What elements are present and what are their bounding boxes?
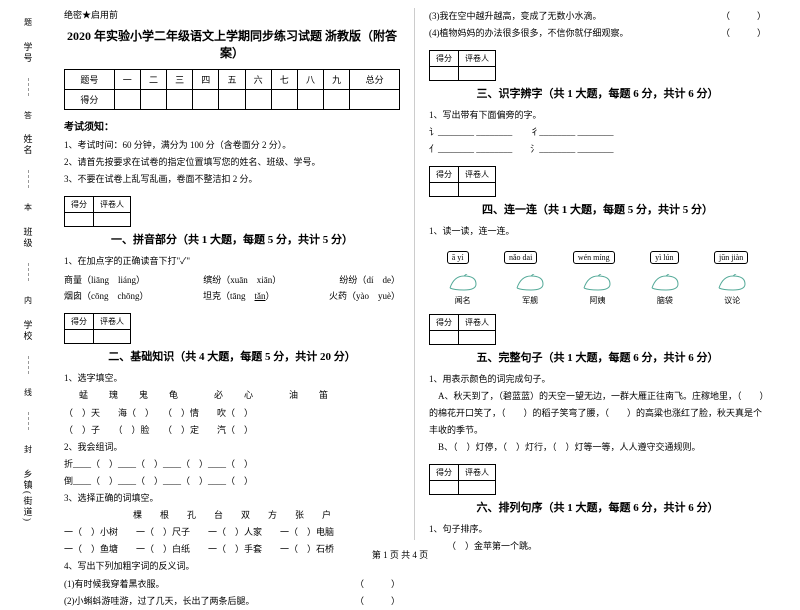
side-mark: 答 [24, 110, 32, 121]
leaf-icon [515, 274, 545, 292]
grader-box: 得分评卷人 [64, 196, 131, 227]
q6: 1、句子排序。 [429, 521, 766, 538]
side-mark: 本 [24, 202, 32, 213]
exam-notice: 3、不要在试卷上乱写乱画，卷面不整洁扣 2 分。 [64, 171, 400, 188]
side-label-xingming: 姓名 [22, 134, 35, 156]
pinyin-box: yì lún [650, 251, 678, 264]
exam-notice: 2、请首先按要求在试卷的指定位置填写您的姓名、班级、学号。 [64, 154, 400, 171]
section-3-title: 三、识字辨字（共 1 大题，每题 6 分，共计 6 分） [429, 85, 766, 101]
side-label-xuehao: 学号 [22, 42, 35, 64]
q4: 1、读一读，连一连。 [429, 223, 766, 240]
side-label-xiangzhen: 乡镇(街道) [22, 469, 35, 523]
q2-row: 一（ ）小树 一（ ）尺子 一（ ）人家 一（ ）电脑 [64, 524, 400, 541]
score-header: 二 [140, 70, 166, 90]
q2-row: （ ）天 海（ ） （ ）情 吹（ ） [64, 405, 400, 422]
side-label-banji: 班级 [22, 227, 35, 249]
score-table: 题号 一 二 三 四 五 六 七 八 九 总分 得分 [64, 69, 400, 110]
score-header: 四 [193, 70, 219, 90]
side-line [28, 263, 29, 281]
score-header: 题号 [65, 70, 115, 90]
leaf-icon [448, 274, 478, 292]
pinyin-box: ā yí [447, 251, 469, 264]
leaf-icon [650, 274, 680, 292]
section-4-title: 四、连一连（共 1 大题，每题 5 分，共计 5 分） [429, 201, 766, 217]
q3-row: 讠________ ________ 彳________ ________ [429, 124, 766, 141]
section-1-title: 一、拼音部分（共 1 大题，每题 5 分，共计 5 分） [64, 231, 400, 247]
q3: 1、写出带有下面偏旁的字。 [429, 107, 766, 124]
score-header: 九 [324, 70, 350, 90]
q2-3: 3、选择正确的词填空。 [64, 490, 400, 507]
side-mark: 线 [24, 387, 32, 398]
pinyin-box: jūn jiàn [714, 251, 748, 264]
q2-row: 倒____（ ）____（ ）____（ ）____（ ） [64, 473, 400, 490]
q2-4-row: (2)小蝌蚪游哇游，过了几天，长出了两条后腿。 [64, 593, 255, 610]
side-label-xuexiao: 学校 [22, 320, 35, 342]
q5: 1、用表示颜色的词完成句子。 [429, 371, 766, 388]
leaf-word: 阿姨 [582, 295, 612, 306]
q5-a: A、秋天到了，（碧蓝蓝）的天空一望无边，一群大雁正往南飞。庄稼地里，（ ）的棉花… [429, 388, 766, 439]
exam-notice-title: 考试须知： [64, 118, 400, 133]
right-top-line: (3)我在空中越升越高，变成了无数小水滴。 [429, 8, 602, 25]
score-header: 五 [219, 70, 245, 90]
side-mark: 内 [24, 295, 32, 306]
q2-2: 2、我会组词。 [64, 439, 400, 456]
leaf-word: 议论 [717, 295, 747, 306]
leaf-icon [717, 274, 747, 292]
section-2-title: 二、基础知识（共 4 大题，每题 5 分，共计 20 分） [64, 348, 400, 364]
score-header: 总分 [350, 70, 400, 90]
grader-box: 得分评卷人 [429, 50, 496, 81]
question-1: 1、在加点字的正确读音下打"✓" [64, 253, 400, 270]
exam-notice: 1、考试时间：60 分钟，满分为 100 分（含卷面分 2 分）。 [64, 137, 400, 154]
q5-b: B、（ ）灯停，（ ）灯行，（ ）灯等一等，人人遵守交通规则。 [429, 439, 766, 456]
q2-1: 1、选字填空。 [64, 370, 400, 387]
q3-row: 亻________ ________ 氵________ ________ [429, 141, 766, 158]
section-5-title: 五、完整句子（共 1 大题，每题 6 分，共计 6 分） [429, 349, 766, 365]
score-header: 三 [167, 70, 193, 90]
q2-row: （ ）子 （ ）脸 （ ）定 汽（ ） [64, 422, 400, 439]
side-line [28, 170, 29, 188]
q2-3-head: 棵 根 孔 台 双 方 张 户 [64, 507, 400, 524]
section-6-title: 六、排列句序（共 1 大题，每题 6 分，共计 6 分） [429, 499, 766, 515]
score-header: 一 [114, 70, 140, 90]
right-top-line: (4)植物妈妈的办法很多很多，不信你就仔细观察。 [429, 25, 629, 42]
q2-chars: 蜢 瑰 鬼 龟 必 心 油 笛 [64, 387, 400, 404]
pinyin-box: nǎo dai [504, 251, 537, 264]
pinyin-box: wén míng [573, 251, 615, 264]
grader-box: 得分评卷人 [64, 313, 131, 344]
side-line [28, 412, 29, 430]
side-mark: 封 [24, 444, 32, 455]
page-footer: 第 1 页 共 4 页 [0, 548, 800, 561]
score-row-label: 得分 [65, 90, 115, 110]
secret-label: 绝密★启用前 [64, 8, 400, 21]
leaf-word: 军舰 [515, 295, 545, 306]
score-header: 七 [271, 70, 297, 90]
leaf-icon [582, 274, 612, 292]
paper-title: 2020 年实验小学二年级语文上学期同步练习试题 浙教版（附答案） [64, 27, 400, 61]
side-line [28, 78, 29, 96]
score-header: 八 [297, 70, 323, 90]
side-mark: 题 [24, 17, 32, 28]
q2-4-row: (1)有时候我穿着黑衣服。 [64, 576, 165, 593]
leaf-word: 闻名 [448, 295, 478, 306]
grader-box: 得分评卷人 [429, 464, 496, 495]
leaf-word: 脑袋 [650, 295, 680, 306]
q2-row: 折____（ ）____（ ）____（ ）____（ ） [64, 456, 400, 473]
score-header: 六 [245, 70, 271, 90]
grader-box: 得分评卷人 [429, 314, 496, 345]
grader-box: 得分评卷人 [429, 166, 496, 197]
side-line [28, 356, 29, 374]
